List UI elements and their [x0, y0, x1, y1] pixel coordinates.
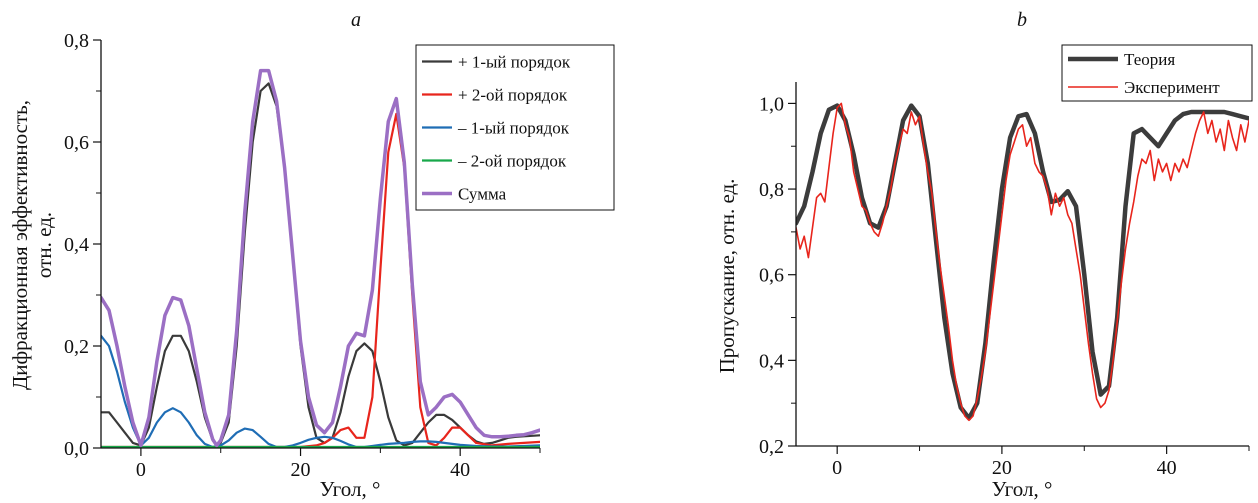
y-tick-label-b-1: 0,4: [759, 350, 784, 372]
legend-label-a-5: Сумма: [458, 185, 507, 204]
x-tick-label-a-2: 40: [450, 459, 470, 481]
panel-a: a 0 20 40 0,0 0,2 0,4 0,6 0,8 Дифракционная эфф…: [8, 9, 615, 501]
legend-label-a-4: – 2-ой порядок: [457, 152, 567, 171]
y-tick-label-a-1: 0,2: [64, 336, 89, 358]
x-tick-label-b-1: 20: [992, 457, 1012, 479]
y-tick-label-a-3: 0,6: [64, 132, 89, 154]
legend-box-b: [1061, 44, 1253, 102]
y-tick-label-a-4: 0,8: [64, 30, 89, 52]
x-tick-label-a-0: 0: [136, 459, 146, 481]
x-tick-label-a-1: 20: [291, 459, 311, 481]
legend-b: Теория Эксперимент: [1061, 44, 1253, 102]
y-tick-label-b-2: 0,6: [759, 265, 784, 287]
legend-label-b-1: Теория: [1124, 50, 1175, 69]
x-tick-label-b-2: 40: [1157, 457, 1177, 479]
legend-label-a-2: + 2-ой порядок: [458, 86, 568, 105]
y-axis-title-b: Пропускание, отн. ед.: [715, 179, 739, 374]
panel-label-b: b: [1017, 9, 1027, 31]
y-tick-label-a-0: 0,0: [64, 438, 89, 460]
panel-label-a: a: [351, 9, 361, 31]
y-tick-label-b-3: 0,8: [759, 179, 784, 201]
legend-label-a-1: + 1-ый порядок: [458, 53, 571, 72]
x-axis-title-b: Угол, °: [992, 477, 1053, 501]
y-tick-label-b-0: 0,2: [759, 436, 784, 458]
x-tick-label-b-0: 0: [832, 457, 842, 479]
y-tick-label-b-4: 1,0: [759, 93, 784, 115]
series-line-a-3: [101, 334, 540, 448]
series-line-b-1: [796, 103, 1249, 421]
legend-label-b-2: Эксперимент: [1124, 78, 1220, 97]
y-tick-label-a-2: 0,4: [64, 234, 89, 256]
series-line-b-2: [796, 102, 1249, 422]
series-line-a-5: [101, 68, 540, 448]
legend-label-a-3: – 1-ый порядок: [457, 119, 570, 138]
x-axis-title-a: Угол, °: [320, 477, 381, 501]
y-axis-title-a-line1: Дифракционная эффективность,: [8, 100, 32, 390]
plot-area-a: 0 20 40 0,0 0,2 0,4 0,6 0,8: [64, 30, 541, 481]
legend-a: + 1-ый порядок + 2-ой порядок – 1-ый поряд…: [415, 44, 615, 211]
y-axis-title-a-line2: отн. ед.: [32, 212, 56, 278]
plot-area-b: 0 20 40 0,2 0,4 0,6 0,8 1,0: [759, 82, 1250, 479]
panel-b: b 0 20 40 0,2 0,4 0,6 0,8 1,0 Пропускание, отн.…: [715, 9, 1253, 501]
